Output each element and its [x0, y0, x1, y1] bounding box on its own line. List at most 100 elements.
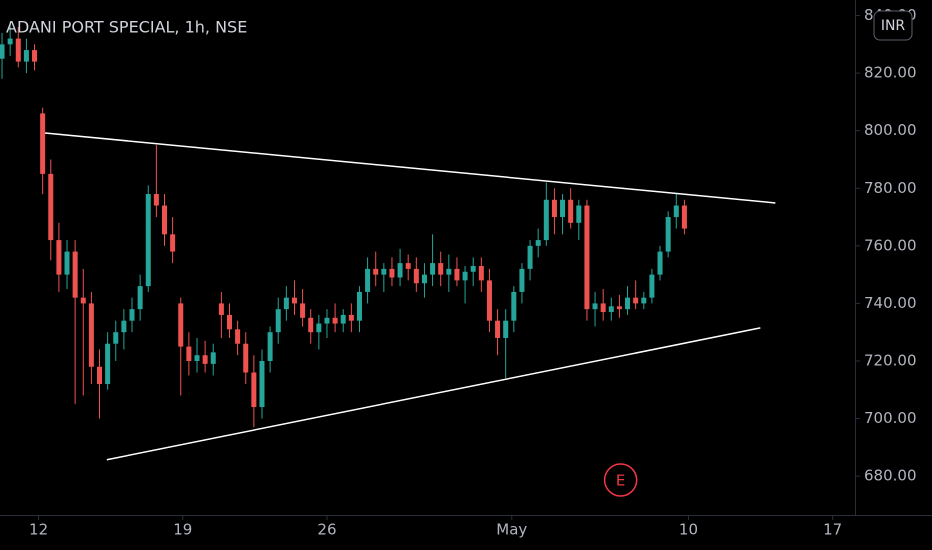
candle-body [259, 360, 265, 408]
candle-body [308, 317, 314, 333]
candle-body [48, 173, 54, 241]
candle-body [665, 217, 671, 252]
candle-body [23, 50, 29, 62]
chart-title: ADANI PORT SPECIAL, 1h, NSE [6, 18, 247, 37]
candle-body [40, 113, 46, 174]
x-tick-label: 26 [317, 521, 336, 539]
candle-body [373, 268, 379, 275]
x-tick-label: 12 [29, 521, 48, 539]
candle-body [600, 303, 606, 313]
candle-body [170, 234, 176, 252]
candle-body [80, 297, 86, 304]
candle-body [608, 306, 614, 313]
candle-body [649, 274, 655, 298]
candle-body [543, 199, 549, 241]
candle-body [625, 297, 631, 310]
y-tick-label: 740.00 [864, 294, 917, 312]
y-tick-label: 700.00 [864, 409, 917, 427]
candle-body [527, 245, 533, 269]
candle-body [324, 317, 330, 324]
candle-body [535, 240, 541, 246]
candle-body [7, 38, 13, 45]
candle-body [348, 314, 354, 321]
candle-body [226, 314, 232, 330]
candle-body [365, 268, 371, 292]
candle-body [283, 297, 289, 310]
currency-badge[interactable] [873, 10, 913, 41]
candle-body [97, 366, 103, 385]
candle-body [462, 271, 468, 281]
candle-body [560, 199, 566, 218]
candle-body [332, 317, 338, 324]
candle-body [15, 38, 21, 62]
candle-body [153, 194, 159, 206]
y-tick-label: 820.00 [864, 64, 917, 82]
earnings-label: E [616, 472, 625, 490]
candle-body [186, 346, 192, 361]
candle-body [381, 268, 387, 275]
candle-body [421, 274, 427, 284]
candle-body [72, 251, 78, 298]
x-tick-label: 17 [823, 521, 842, 539]
candle-body [405, 263, 411, 269]
candle-body [56, 240, 62, 275]
candle-body [300, 303, 306, 318]
candle-body [0, 44, 5, 59]
candle-body [275, 309, 281, 333]
candle-body [291, 297, 297, 304]
candle-body [267, 332, 273, 361]
candle-body [137, 286, 143, 310]
candle-body [356, 291, 362, 321]
plot-area: 680.00 700.00 720.00 740.00 760.00 780.00 800.… [0, 6, 917, 539]
candle-body [218, 303, 224, 315]
y-tick-label: 720.00 [864, 351, 917, 369]
candle-body [576, 205, 582, 223]
y-tick-label: 760.00 [864, 236, 917, 254]
candle-body [145, 194, 151, 287]
candle-body [316, 323, 322, 333]
candle-body [568, 199, 574, 223]
earnings-marker [603, 463, 638, 497]
candle-body [178, 303, 184, 347]
candle-body [470, 265, 476, 272]
candle-body [413, 268, 419, 284]
candle-body [592, 303, 598, 310]
candle-body [243, 343, 249, 373]
candle-body [633, 297, 639, 304]
candle-body [64, 251, 70, 275]
candle-body [251, 372, 257, 408]
candle-body [503, 320, 509, 338]
candle-body [202, 355, 208, 364]
candle-body [478, 265, 484, 281]
candle-body [486, 280, 492, 321]
candle-body [121, 320, 127, 333]
candle-body [389, 268, 395, 278]
y-tick-label: 800.00 [864, 121, 917, 139]
candle-body [657, 251, 663, 275]
candle-body [511, 291, 517, 321]
candle-body [32, 50, 38, 62]
candle-body [681, 205, 687, 229]
candle-body [235, 329, 241, 344]
candle-body [397, 263, 403, 278]
candle-body [162, 205, 168, 235]
candle-body [438, 263, 444, 275]
candle-body [113, 332, 119, 344]
trend-line [45, 132, 776, 204]
candle-body [430, 263, 436, 275]
x-tick-label: May [496, 521, 527, 539]
candle-body [519, 268, 525, 292]
candle-body [210, 352, 216, 364]
trend-line [106, 327, 761, 461]
candle-body [194, 355, 200, 361]
candle-body [446, 268, 452, 275]
candle-body [88, 303, 94, 367]
y-tick-label: 680.00 [864, 467, 917, 485]
candle-body [340, 314, 346, 324]
x-tick-label: 19 [173, 521, 192, 539]
candle-body [105, 343, 111, 385]
candle-body [129, 309, 135, 321]
currency-label[interactable]: INR [881, 18, 906, 34]
candle-body [616, 306, 622, 310]
